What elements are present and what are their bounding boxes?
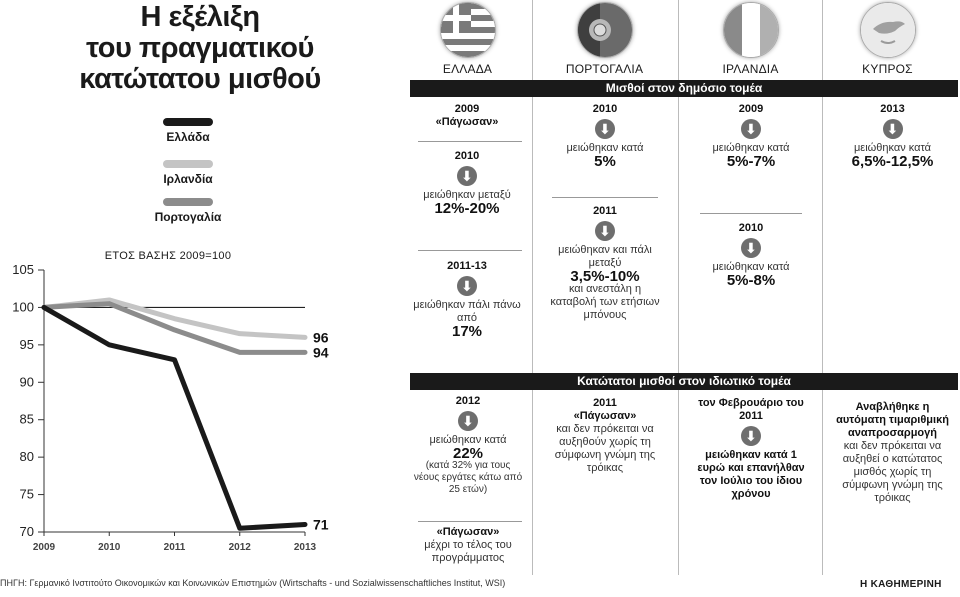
country-name: ΠΟΡΤΟΓΑΛΙΑ <box>565 62 644 76</box>
source-note: ΠΗΓΗ: Γερμανικό Ινστιτούτο Οικονομικών κ… <box>0 578 506 588</box>
end-label: 96 <box>313 329 329 345</box>
country-name: ΙΡΛΑΝΔΙΑ <box>722 62 779 76</box>
publisher-brand: Η ΚΑΘΗΜΕΡΙΝΗ <box>860 579 942 590</box>
cyprus-private-postponed: Αναβλήθηκε η αυτόματη τιμαριθμική αναπρο… <box>836 401 949 504</box>
y-tick-label: 80 <box>20 449 34 464</box>
down-arrow-icon: ⬇ <box>457 166 477 186</box>
x-tick-label: 2013 <box>294 542 317 553</box>
x-tick-label: 2010 <box>98 542 121 553</box>
legend-item-ireland: Ιρλανδία <box>118 160 258 186</box>
legend-label: Ιρλανδία <box>163 172 213 186</box>
y-tick-label: 70 <box>20 524 34 539</box>
down-arrow-icon: ⬇ <box>457 276 477 296</box>
ireland-public-cut-2010: 2010 ⬇ μειώθηκαν κατά 5%-8% <box>712 222 790 289</box>
greece-public-cut-2010: 2010 ⬇ μειώθηκαν μεταξύ 12%-20% <box>423 150 511 217</box>
down-arrow-icon: ⬇ <box>595 221 615 241</box>
greece-public-cut-2011-13: 2011-13 ⬇ μειώθηκαν πάλι πάνω από 17% <box>413 260 521 340</box>
legend-swatch-ireland <box>163 160 213 168</box>
y-tick-label: 75 <box>20 487 34 502</box>
separator <box>418 521 522 522</box>
separator <box>552 197 658 198</box>
legend-item-greece: Ελλάδα <box>118 118 258 144</box>
country-name: ΕΛΛΑΔΑ <box>442 62 493 76</box>
down-arrow-icon: ⬇ <box>595 119 615 139</box>
legend-swatch-greece <box>163 118 213 126</box>
separator <box>700 213 802 214</box>
x-tick-label: 2009 <box>33 542 56 553</box>
greece-public-freeze: 2009 «Πάγωσαν» <box>435 103 499 128</box>
ireland-private-cut: τον Φεβρουάριο του 2011 ⬇ μειώθηκαν κατά… <box>697 397 805 500</box>
column-divider <box>678 0 679 575</box>
line-chart: 70 75 80 85 90 95 100 105 2009 2010 2011 2012 2013 96… <box>12 262 329 553</box>
cyprus-public-cut-2013: 2013 ⬇ μειώθηκαν κατά 6,5%-12,5% <box>851 103 934 170</box>
portugal-flag-icon <box>576 2 633 58</box>
country-header-ireland: ΙΡΛΑΝΔΙΑ <box>678 0 823 76</box>
country-name: ΚΥΠΡΟΣ <box>862 62 913 76</box>
down-arrow-icon: ⬇ <box>741 238 761 258</box>
separator <box>418 250 522 251</box>
y-tick-label: 85 <box>20 412 34 427</box>
legend-label: Ελλάδα <box>166 130 210 144</box>
portugal-public-cut-2011: 2011 ⬇ μειώθηκαν και πάλι μεταξύ 3,5%-10… <box>550 205 660 321</box>
down-arrow-icon: ⬇ <box>882 119 903 139</box>
end-label: 94 <box>313 344 329 360</box>
public-sector-header: Μισθοί στον δημόσιο τομέα <box>410 80 958 97</box>
portugal-public-cut-2010: 2010 ⬇ μειώθηκαν κατά 5% <box>566 103 644 170</box>
end-label: 71 <box>313 517 329 533</box>
country-header-portugal: ΠΟΡΤΟΓΑΛΙΑ <box>532 0 677 76</box>
down-arrow-icon: ⬇ <box>741 119 761 139</box>
page-title: Η εξέλιξη του πραγματικού κατώτατου μισθ… <box>79 1 321 95</box>
down-arrow-icon: ⬇ <box>458 411 478 431</box>
country-header-cyprus: ΚΥΠΡΟΣ <box>815 0 960 76</box>
ireland-flag-icon <box>722 2 779 58</box>
base-year-note: ΕΤΟΣ ΒΑΣΗΣ 2009=100 <box>104 250 232 262</box>
y-tick-label: 90 <box>20 374 34 389</box>
legend-label: Πορτογαλία <box>154 210 222 224</box>
y-tick-label: 100 <box>12 299 34 314</box>
private-sector-header: Κατώτατοι μισθοί στον ιδιωτικό τομέα <box>410 373 958 390</box>
column-divider <box>532 0 533 575</box>
greece-private-cut-2012: 2012 ⬇ μειώθηκαν κατά 22% (κατά 32% για … <box>413 395 523 495</box>
down-arrow-icon: ⬇ <box>741 426 761 446</box>
separator <box>418 141 522 142</box>
country-header-greece: ΕΛΛΑΔΑ <box>395 0 540 76</box>
greece-private-freeze: «Πάγωσαν» μέχρι το τέλος του προγράμματο… <box>424 526 512 564</box>
x-tick-label: 2012 <box>229 542 252 553</box>
y-tick-label: 105 <box>12 262 34 277</box>
x-tick-label: 2011 <box>164 542 186 553</box>
legend-item-portugal: Πορτογαλία <box>118 198 258 224</box>
ireland-public-cut-2009: 2009 ⬇ μειώθηκαν κατά 5%-7% <box>712 103 790 170</box>
legend-swatch-portugal <box>163 198 213 206</box>
cyprus-flag-icon <box>859 2 916 58</box>
greece-flag-icon <box>439 2 496 58</box>
series-line-0 <box>41 304 308 531</box>
column-divider <box>822 0 823 575</box>
portugal-private-freeze: 2011 «Πάγωσαν» και δεν πρόκειται να αυξη… <box>554 397 656 474</box>
y-tick-label: 95 <box>20 337 34 352</box>
